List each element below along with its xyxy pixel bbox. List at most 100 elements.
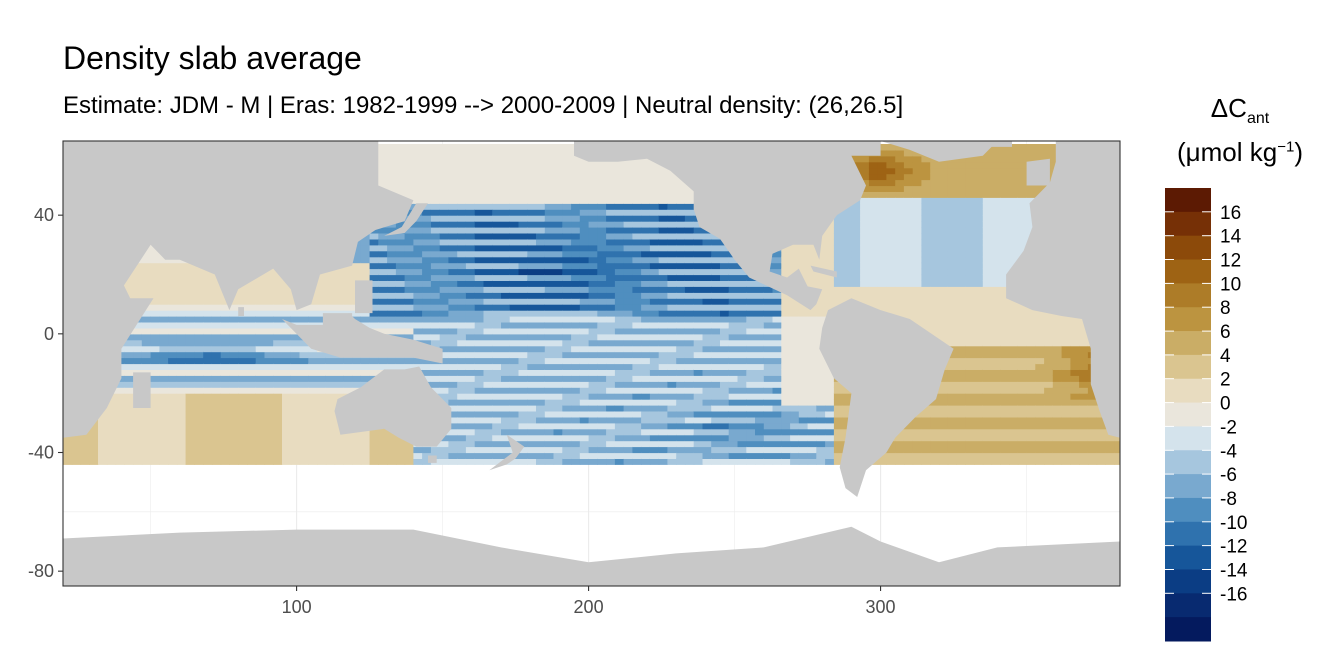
ocean-cell <box>649 416 660 424</box>
ocean-cell <box>562 428 572 436</box>
ocean-cell <box>588 244 598 252</box>
ocean-cell <box>255 298 266 305</box>
ocean-cell <box>483 244 493 252</box>
ocean-cell <box>509 191 520 198</box>
ocean-cell <box>606 452 616 459</box>
ocean-cell <box>465 179 476 187</box>
ocean-cell <box>115 440 125 448</box>
ocean-cell <box>544 274 555 281</box>
ocean-cell <box>553 221 563 228</box>
ocean-cell <box>229 357 239 365</box>
ocean-cell <box>264 327 274 335</box>
ocean-cell <box>422 179 432 187</box>
ocean-cell <box>544 233 555 240</box>
ocean-cell <box>465 280 476 287</box>
ocean-cell <box>150 333 160 341</box>
ocean-cell <box>317 405 327 412</box>
ocean-cell <box>553 161 563 169</box>
ocean-cell <box>667 244 677 252</box>
ocean-cell <box>553 333 563 341</box>
ocean-cell <box>185 316 195 323</box>
ocean-cell <box>474 322 485 329</box>
ocean-cell <box>308 446 318 454</box>
ocean-cell <box>720 411 730 418</box>
ocean-cell <box>492 144 502 151</box>
ocean-cell <box>203 434 213 442</box>
ocean-cell <box>448 399 458 406</box>
ocean-cell <box>395 286 406 293</box>
ocean-cell <box>185 434 195 442</box>
ocean-cell <box>404 244 414 252</box>
ocean-cell <box>658 209 669 216</box>
ocean-cell <box>544 405 555 412</box>
ocean-cell <box>430 327 441 335</box>
ocean-cell <box>317 316 327 323</box>
ocean-cell <box>676 280 686 287</box>
ocean-cell <box>290 458 301 465</box>
ocean-cell <box>492 416 502 424</box>
ocean-cell <box>220 316 231 323</box>
ocean-cell <box>150 351 160 359</box>
ocean-cell <box>343 440 353 448</box>
ocean-cell <box>527 173 537 181</box>
ocean-cell <box>536 173 546 181</box>
ocean-cell <box>308 387 318 394</box>
ocean-cell <box>702 286 712 293</box>
ocean-cell <box>649 280 660 287</box>
ocean-cell <box>457 381 467 388</box>
ocean-cell <box>395 280 406 287</box>
ocean-cell <box>684 416 695 424</box>
ocean-cell <box>702 452 712 459</box>
ocean-cell <box>273 416 283 424</box>
ocean-cell <box>325 304 336 311</box>
ocean-cell <box>150 422 160 430</box>
ocean-cell <box>387 310 397 317</box>
ocean-cell <box>658 446 669 454</box>
ocean-cell <box>711 262 721 270</box>
ocean-cell <box>317 310 327 317</box>
ocean-cell <box>527 167 537 175</box>
ocean-cell <box>501 333 511 341</box>
ocean-cell <box>176 304 187 311</box>
ocean-cell <box>579 316 590 323</box>
ocean-cell <box>264 434 274 442</box>
ocean-cell <box>693 440 704 448</box>
ocean-cell <box>562 173 572 181</box>
ocean-cell <box>465 286 476 293</box>
ocean-cell <box>501 405 511 412</box>
ocean-cell <box>220 416 231 424</box>
ocean-cell <box>623 458 633 465</box>
ocean-cell <box>571 256 581 264</box>
ocean-cell <box>176 452 187 459</box>
ocean-cell <box>588 215 598 222</box>
ocean-cell <box>465 227 476 234</box>
ocean-cell <box>658 203 669 210</box>
ocean-cell <box>798 250 809 258</box>
ocean-cell <box>387 304 397 311</box>
ocean-cell <box>536 227 546 234</box>
ocean-cell <box>439 369 450 376</box>
ocean-cell <box>150 345 160 353</box>
ocean-cell <box>448 375 458 382</box>
ocean-cell <box>124 434 134 442</box>
ocean-cell <box>667 387 677 394</box>
ocean-cell <box>509 173 520 181</box>
ocean-cell <box>641 416 651 424</box>
ocean-cell <box>851 274 861 281</box>
ocean-cell <box>422 173 432 181</box>
ocean-cell <box>465 167 476 175</box>
ocean-cell <box>518 381 528 388</box>
ocean-cell <box>308 316 318 323</box>
ocean-cell <box>711 422 721 430</box>
ocean-cell <box>211 292 222 299</box>
ocean-cell <box>220 393 231 400</box>
ocean-cell <box>430 274 441 281</box>
ocean-cell <box>387 144 397 151</box>
ocean-cell <box>509 238 520 246</box>
ocean-cell <box>544 411 555 418</box>
ocean-cell <box>273 458 283 465</box>
ocean-cell <box>492 280 502 287</box>
ocean-cell <box>369 304 379 311</box>
ocean-cell <box>606 298 616 305</box>
ocean-cell <box>141 316 152 323</box>
